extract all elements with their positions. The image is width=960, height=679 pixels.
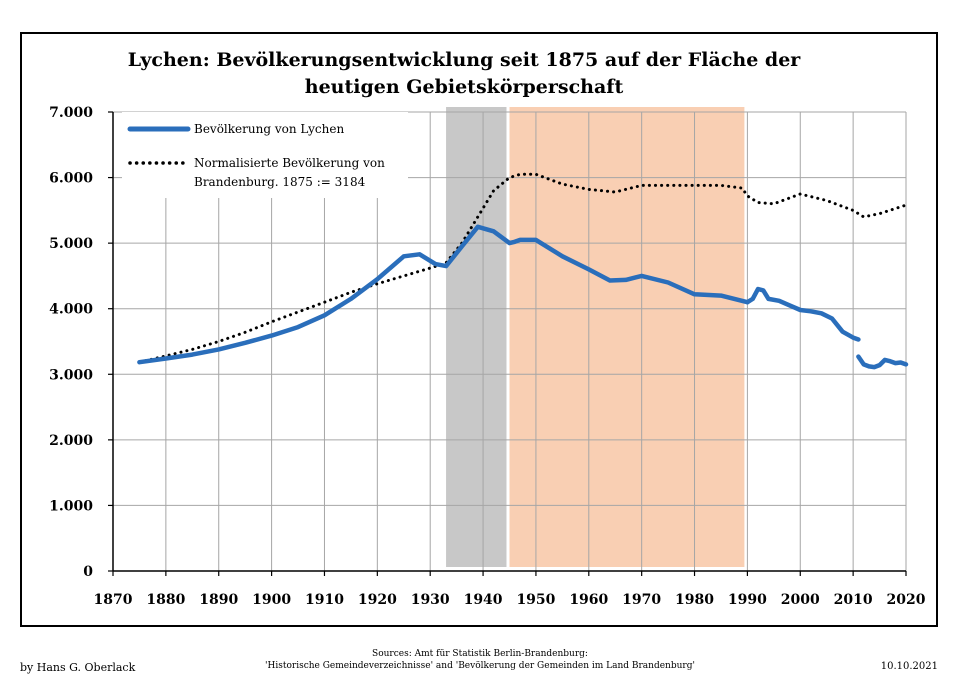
legend-label-brandenburg-line1: Normalisierte Bevölkerung von xyxy=(194,156,385,170)
x-tick-label-1960: 1960 xyxy=(569,592,608,608)
x-tick-label-2020: 2020 xyxy=(887,592,926,608)
series-lychen-segment-2 xyxy=(856,354,909,370)
chart-title-line2: heutigen Gebietskörperschaft xyxy=(305,76,624,98)
legend-label-brandenburg-line2: Brandenburg. 1875 := 3184 xyxy=(194,175,366,189)
series xyxy=(137,172,909,370)
x-tick-label-2010: 2010 xyxy=(834,592,873,608)
series-brandenburg-segment-0 xyxy=(137,172,908,364)
legend: Bevölkerung von Lychen Normalisierte Bev… xyxy=(122,112,408,198)
y-tick-label-7000: 7.000 xyxy=(49,105,93,121)
chart-title-line1: Lychen: Bevölkerungsentwicklung seit 187… xyxy=(128,49,802,71)
x-tick-label-1900: 1900 xyxy=(252,592,291,608)
y-tick-label-3000: 3.000 xyxy=(49,367,93,383)
legend-label-lychen: Bevölkerung von Lychen xyxy=(194,122,344,136)
shaded-period-1 xyxy=(509,107,745,567)
y-tick-label-2000: 2.000 xyxy=(49,433,93,449)
x-tick-label-1890: 1890 xyxy=(199,592,238,608)
author-credit: by Hans G. Oberlack xyxy=(20,661,136,674)
series-lychen-segment-0 xyxy=(137,224,750,365)
y-tick-label-5000: 5.000 xyxy=(49,236,93,252)
x-tick-label-1950: 1950 xyxy=(516,592,555,608)
x-tick-label-1910: 1910 xyxy=(305,592,344,608)
legend-box xyxy=(122,112,408,198)
shaded-periods xyxy=(446,107,745,567)
x-tick-label-1930: 1930 xyxy=(411,592,450,608)
tick-labels: 1870 1880 1890 1900 1910 1920 1930 1940 1950 1960… xyxy=(49,105,926,608)
x-tick-label-2000: 2000 xyxy=(781,592,820,608)
sources-line1: Sources: Amt für Statistik Berlin-Brande… xyxy=(372,649,588,659)
x-tick-label-1920: 1920 xyxy=(358,592,397,608)
x-tick-label-1870: 1870 xyxy=(94,592,133,608)
legend-label-brandenburg: Normalisierte Bevölkerung von Brandenbur… xyxy=(194,156,389,189)
sources-line2: 'Historische Gemeindeverzeichnisse' and … xyxy=(265,661,695,671)
sources-note: Sources: Amt für Statistik Berlin-Brande… xyxy=(0,648,960,672)
x-tick-label-1990: 1990 xyxy=(728,592,767,608)
x-tick-label-1880: 1880 xyxy=(146,592,185,608)
y-tick-label-6000: 6.000 xyxy=(49,171,93,187)
date-stamp: 10.10.2021 xyxy=(880,661,938,672)
x-tick-label-1970: 1970 xyxy=(622,592,661,608)
y-tick-label-4000: 4.000 xyxy=(49,302,93,318)
y-tick-label-0: 0 xyxy=(83,564,93,580)
axes xyxy=(108,111,907,576)
x-tick-label-1980: 1980 xyxy=(675,592,714,608)
y-tick-label-1000: 1.000 xyxy=(49,498,93,514)
shaded-period-0 xyxy=(446,107,507,567)
series-lychen-segment-1 xyxy=(745,286,861,342)
x-tick-label-1940: 1940 xyxy=(464,592,503,608)
